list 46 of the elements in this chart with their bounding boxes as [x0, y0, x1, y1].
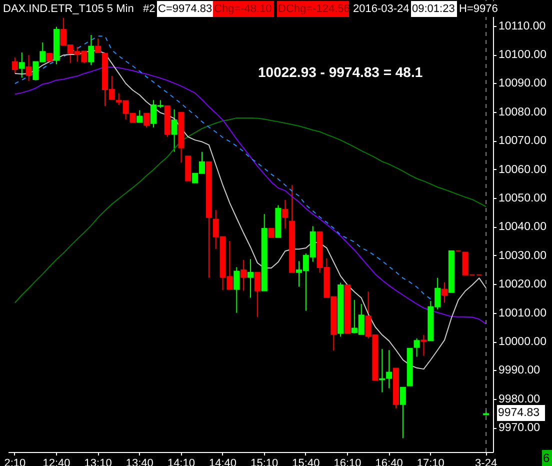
- candlestick: [254, 272, 260, 318]
- candlestick: [240, 260, 247, 292]
- candlestick: [136, 110, 143, 123]
- y-tick-label: 10020.00: [498, 278, 546, 291]
- candlestick: [88, 34, 94, 66]
- candlestick: [95, 38, 102, 54]
- candlestick: [414, 338, 420, 358]
- y-tick-label: 10040.00: [498, 221, 546, 234]
- y-tick-label: 9970.00: [498, 422, 540, 434]
- candlestick: [442, 282, 448, 304]
- y-tick-label: 10100.00: [498, 49, 546, 62]
- y-tick-label: 10110.00: [498, 20, 546, 32]
- chart-title: DAX.IND.ETR_T105 5 Min: [3, 3, 134, 15]
- annotation: 2016-03-24: [353, 3, 410, 15]
- candlestick: [171, 108, 178, 152]
- y-tick-label: 10090.00: [498, 78, 546, 90]
- candlestick: [26, 54, 32, 82]
- candlestick: [12, 56, 18, 74]
- y-tick-label: 10000.00: [498, 336, 546, 348]
- candlestick: [144, 112, 150, 128]
- text: 9974.83: [498, 407, 540, 419]
- annotation: #2: [143, 3, 156, 15]
- candlestick: [234, 266, 240, 314]
- text: 6: [543, 451, 550, 465]
- annotation: Chg=-48.10: [214, 3, 272, 15]
- annotation: H=9976: [459, 3, 498, 15]
- candlestick: [386, 350, 392, 389]
- y-tick-label: 10060.00: [498, 164, 546, 176]
- y-tick-label: 10080.00: [498, 106, 546, 118]
- y-tick-label: 10010.00: [498, 307, 546, 320]
- line-series: [14, 66, 487, 325]
- candlestick: [282, 200, 288, 229]
- line-series: [14, 117, 487, 304]
- candlestick: [400, 386, 406, 439]
- y-tick-label: 10050.00: [498, 192, 546, 205]
- line-series: [14, 36, 432, 300]
- annotation: 10022.93 - 9974.83 = 48.1: [258, 64, 423, 80]
- annotation: C=9974.83: [158, 3, 212, 15]
- annotation: 09:01:23: [412, 3, 455, 15]
- candlestick: [420, 334, 427, 356]
- y-tick-label: 9980.00: [498, 393, 540, 406]
- y-tick-label: 10030.00: [498, 250, 546, 262]
- candlestick: [248, 258, 254, 298]
- candlestick: [18, 52, 25, 78]
- y-tick-label: 9990.00: [498, 364, 540, 377]
- y-tick-label: 10070.00: [498, 135, 546, 148]
